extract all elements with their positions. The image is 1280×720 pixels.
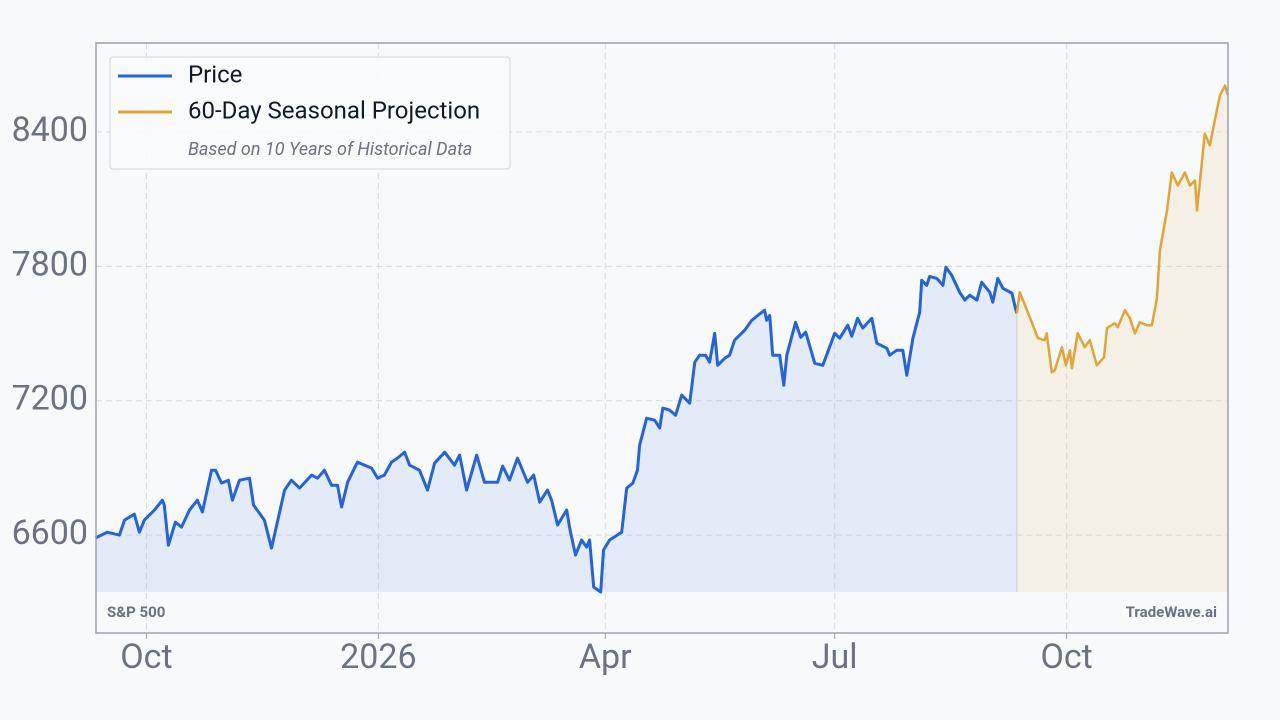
y-tick-label: 6600	[12, 513, 88, 553]
legend-label: Price	[188, 60, 242, 88]
legend-box	[109, 56, 511, 170]
area	[1016, 85, 1228, 593]
y-tick-label: 8400	[12, 110, 88, 150]
legend-label: 60-Day Seasonal Projection	[188, 96, 480, 124]
y-tick-label: 7200	[12, 379, 88, 419]
x-tick-label: Oct	[1040, 637, 1092, 677]
series-line	[1015, 84, 1230, 374]
x-tick-label: Oct	[120, 637, 172, 677]
source-label: S&P 500	[107, 603, 165, 621]
x-tick-label: 2026	[340, 637, 416, 677]
plot-frame	[95, 42, 1229, 634]
series-line	[94, 265, 1019, 594]
x-tick-label: Jul	[812, 637, 858, 677]
legend-annotation: Based on 10 Years of Historical Data	[188, 139, 472, 160]
y-tick-label: 7800	[12, 244, 88, 284]
area	[95, 267, 1017, 593]
x-tick-label: Apr	[579, 637, 632, 677]
watermark: TradeWave.ai	[1126, 603, 1217, 621]
plot-area	[94, 43, 1230, 633]
legend: Based on 10 Years of Historical Data Pri…	[109, 56, 511, 170]
